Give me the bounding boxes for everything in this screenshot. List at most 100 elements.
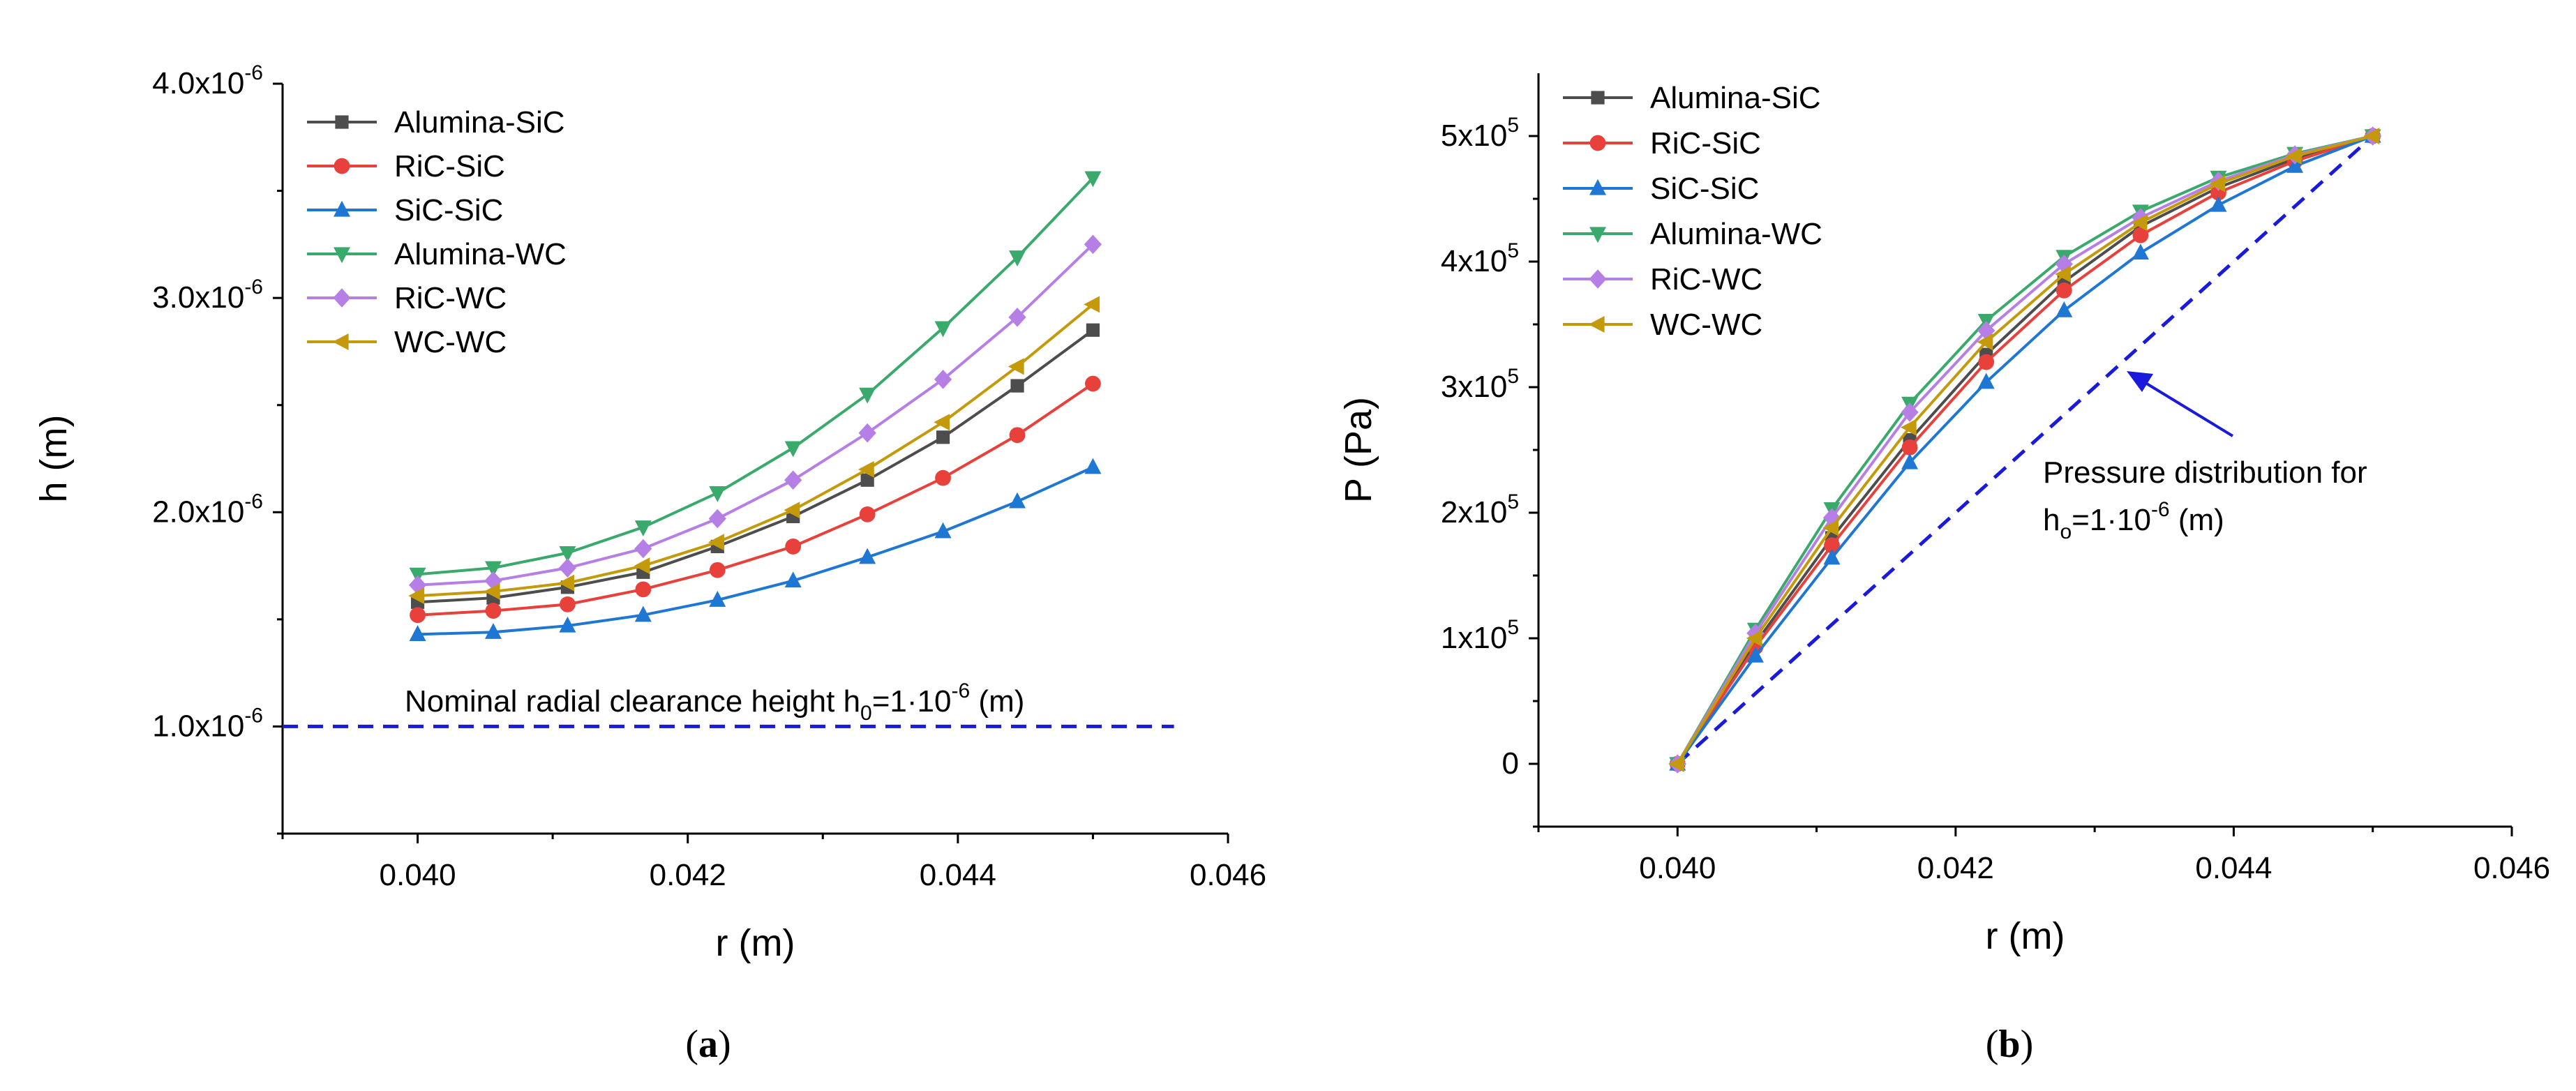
data-point: [860, 473, 874, 487]
data-point: [784, 470, 802, 490]
data-point: [784, 571, 802, 588]
pressure-annotation-line1: Pressure distribution for: [2043, 456, 2367, 490]
series-line: [1676, 135, 2374, 765]
x-axis-title: r (m): [1986, 915, 2065, 957]
series-alumina-sic: [410, 323, 1100, 609]
data-point: [484, 582, 500, 600]
data-point: [634, 520, 652, 536]
series-line: [1676, 135, 2374, 765]
panel-label: (b): [1986, 1023, 2033, 1066]
data-point: [485, 603, 502, 619]
legend-item: RiC-WC: [1563, 262, 1762, 296]
pressure-annotation-line2: ho=1·10-6 (m): [2043, 498, 2224, 543]
data-point: [1822, 519, 1839, 536]
y-tick-label: 1.0x10-6: [152, 704, 263, 743]
data-point: [934, 370, 952, 389]
data-point: [558, 558, 577, 578]
data-point: [484, 571, 502, 591]
linear-pressure-line: [1676, 135, 2374, 765]
data-point: [484, 561, 502, 578]
data-point: [708, 534, 724, 551]
data-point: [2055, 283, 2072, 299]
data-point: [1084, 234, 1102, 255]
data-point: [1084, 296, 1100, 313]
data-point: [935, 469, 951, 486]
data-point: [709, 486, 726, 502]
legend-marker: [333, 288, 351, 308]
legend-label: SiC-SiC: [394, 193, 503, 227]
data-point: [1977, 333, 1993, 351]
data-point: [1901, 453, 1919, 469]
legend-label: Alumina-WC: [394, 237, 567, 271]
series-line: [1676, 135, 2374, 765]
y-tick-label: 4.0x10-6: [152, 61, 263, 100]
legend-item: Alumina-WC: [307, 237, 567, 271]
data-point: [858, 460, 874, 478]
legend: Alumina-SiC RiC-SiC SiC-SiC Alumina-WC RiC-W…: [307, 105, 567, 359]
data-point: [859, 548, 876, 564]
series-line: [417, 382, 1094, 617]
legend-marker: [1589, 227, 1606, 243]
data-point: [2132, 243, 2149, 259]
x-tick-label: 0.044: [2195, 851, 2272, 885]
data-point: [559, 616, 576, 633]
data-point: [2210, 195, 2227, 212]
data-point: [1824, 537, 1840, 554]
legend-marker: [334, 247, 350, 264]
series-line: [1676, 135, 2374, 765]
data-point: [2055, 266, 2071, 283]
legend-label: RiC-WC: [1650, 262, 1762, 296]
x-tick-label: 0.042: [1917, 851, 1994, 885]
data-point: [1085, 375, 1101, 392]
series-wc-wc: [408, 296, 1100, 605]
series-wc-wc: [1668, 128, 2380, 772]
y-tick-label: 3.0x10-6: [152, 276, 263, 315]
data-point: [558, 574, 575, 592]
legend-label: SiC-SiC: [1650, 172, 1759, 206]
legend-marker: [332, 333, 349, 350]
x-tick-label: 0.040: [1639, 851, 1716, 885]
legend-item: RiC-SiC: [307, 149, 505, 183]
annotation-arrow-line: [2135, 376, 2234, 437]
data-point: [1009, 250, 1026, 266]
legend-item: SiC-SiC: [1563, 172, 1759, 206]
legend-label: RiC-SiC: [1650, 126, 1761, 160]
data-point: [635, 581, 652, 598]
legend-label: WC-WC: [394, 325, 507, 359]
data-point: [2286, 157, 2304, 173]
data-point: [634, 539, 652, 559]
series-ric-sic: [410, 375, 1101, 624]
legend-item: Alumina-WC: [1563, 217, 1822, 251]
data-point: [410, 607, 426, 624]
data-point: [785, 539, 802, 555]
clearance-annotation: Nominal radial clearance height h0=1·10-…: [405, 679, 1024, 725]
legend-marker: [334, 158, 350, 174]
series-line: [417, 176, 1094, 576]
data-point: [559, 546, 576, 562]
legend-marker: [1589, 179, 1606, 195]
data-point: [2132, 227, 2149, 243]
x-tick-label: 0.044: [920, 858, 996, 892]
data-point: [1010, 379, 1024, 393]
data-point: [859, 506, 876, 522]
series-line: [1676, 135, 2374, 765]
legend-item: RiC-SiC: [1563, 126, 1761, 160]
x-axis-title: r (m): [716, 922, 795, 964]
data-point: [408, 587, 425, 605]
data-point: [408, 575, 427, 595]
y-tick-label: 5x105: [1441, 114, 1519, 153]
legend-marker: [335, 115, 349, 129]
data-point: [1668, 755, 1684, 772]
data-point: [934, 414, 950, 431]
data-point: [1978, 354, 1995, 370]
data-point: [1086, 323, 1100, 337]
series-line: [417, 465, 1094, 636]
legend-item: Alumina-SiC: [1563, 81, 1821, 115]
data-point: [709, 591, 726, 607]
series-line: [417, 303, 1094, 598]
legend-marker: [1589, 269, 1607, 289]
legend-label: Alumina-SiC: [1650, 81, 1821, 115]
data-point: [1977, 373, 1995, 389]
data-point: [1746, 630, 1762, 647]
